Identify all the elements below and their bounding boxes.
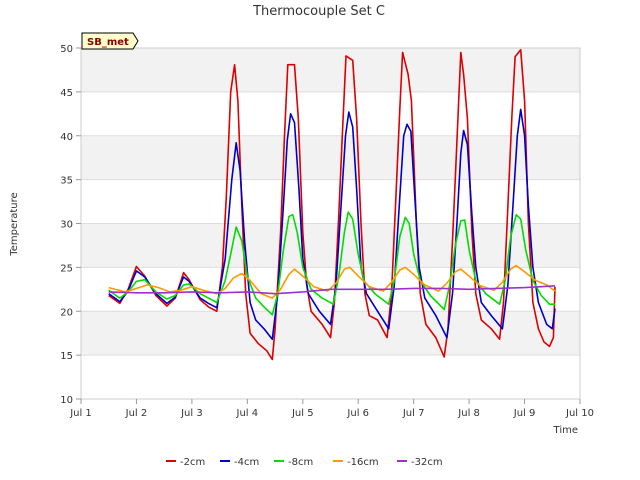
legend: -2cm -4cm -8cm -16cm -32cm (166, 457, 443, 468)
plot-band (81, 355, 580, 399)
legend-label: -8cm (288, 457, 313, 468)
plot-band (81, 91, 580, 136)
series-line-2cm (108, 49, 556, 361)
y-tick-label: 25 (60, 263, 73, 274)
y-tick-label: 40 (60, 132, 73, 143)
series-line-16cm (108, 264, 556, 299)
badge-shape (81, 32, 139, 50)
series-line-32cm (108, 285, 556, 295)
series-line-4cm (108, 108, 556, 341)
station-badge: SB_met (81, 32, 139, 50)
y-tick-label: 15 (60, 351, 73, 362)
plot-band (81, 223, 580, 268)
y-tick-label: 50 (60, 44, 73, 55)
badge-label: SB_met (87, 37, 129, 48)
chart-title: Thermocouple Set C (252, 4, 385, 19)
x-tick-label: Jul 2 (125, 408, 148, 419)
y-axis-label: Temperature (9, 192, 20, 256)
x-tick-label: Jul 4 (236, 408, 259, 419)
x-tick-label: Jul 3 (180, 408, 203, 419)
x-tick-label: Jul 10 (565, 408, 594, 419)
plot-band (81, 135, 580, 180)
y-tick-label: 20 (60, 307, 73, 318)
y-tick-label: 10 (60, 395, 73, 406)
x-tick-label: Jul 6 (346, 408, 369, 419)
x-tick-label: Jul 8 (457, 408, 480, 419)
x-tick-label: Jul 7 (402, 408, 425, 419)
y-tick-label: 30 (60, 220, 73, 231)
series-lines (108, 49, 556, 361)
x-axis-label: Time (553, 425, 578, 436)
x-axis: Jul 1 Jul 2 Jul 3 Jul 4 Jul 5 Jul 6 Jul 7 Jul 8… (69, 399, 594, 419)
plot-band (81, 48, 580, 92)
plot-background (81, 48, 580, 399)
legend-label: -16cm (347, 457, 379, 468)
plot-band (81, 179, 580, 224)
y-axis: 10 15 20 25 30 35 40 45 50 (60, 44, 81, 406)
legend-label: -2cm (180, 457, 205, 468)
y-tick-label: 35 (60, 176, 73, 187)
x-tick-label: Jul 5 (291, 408, 314, 419)
x-tick-label: Jul 9 (513, 408, 536, 419)
y-tick-label: 45 (60, 88, 73, 99)
legend-label: -4cm (234, 457, 259, 468)
legend-label: -32cm (411, 457, 443, 468)
x-tick-label: Jul 1 (69, 408, 92, 419)
